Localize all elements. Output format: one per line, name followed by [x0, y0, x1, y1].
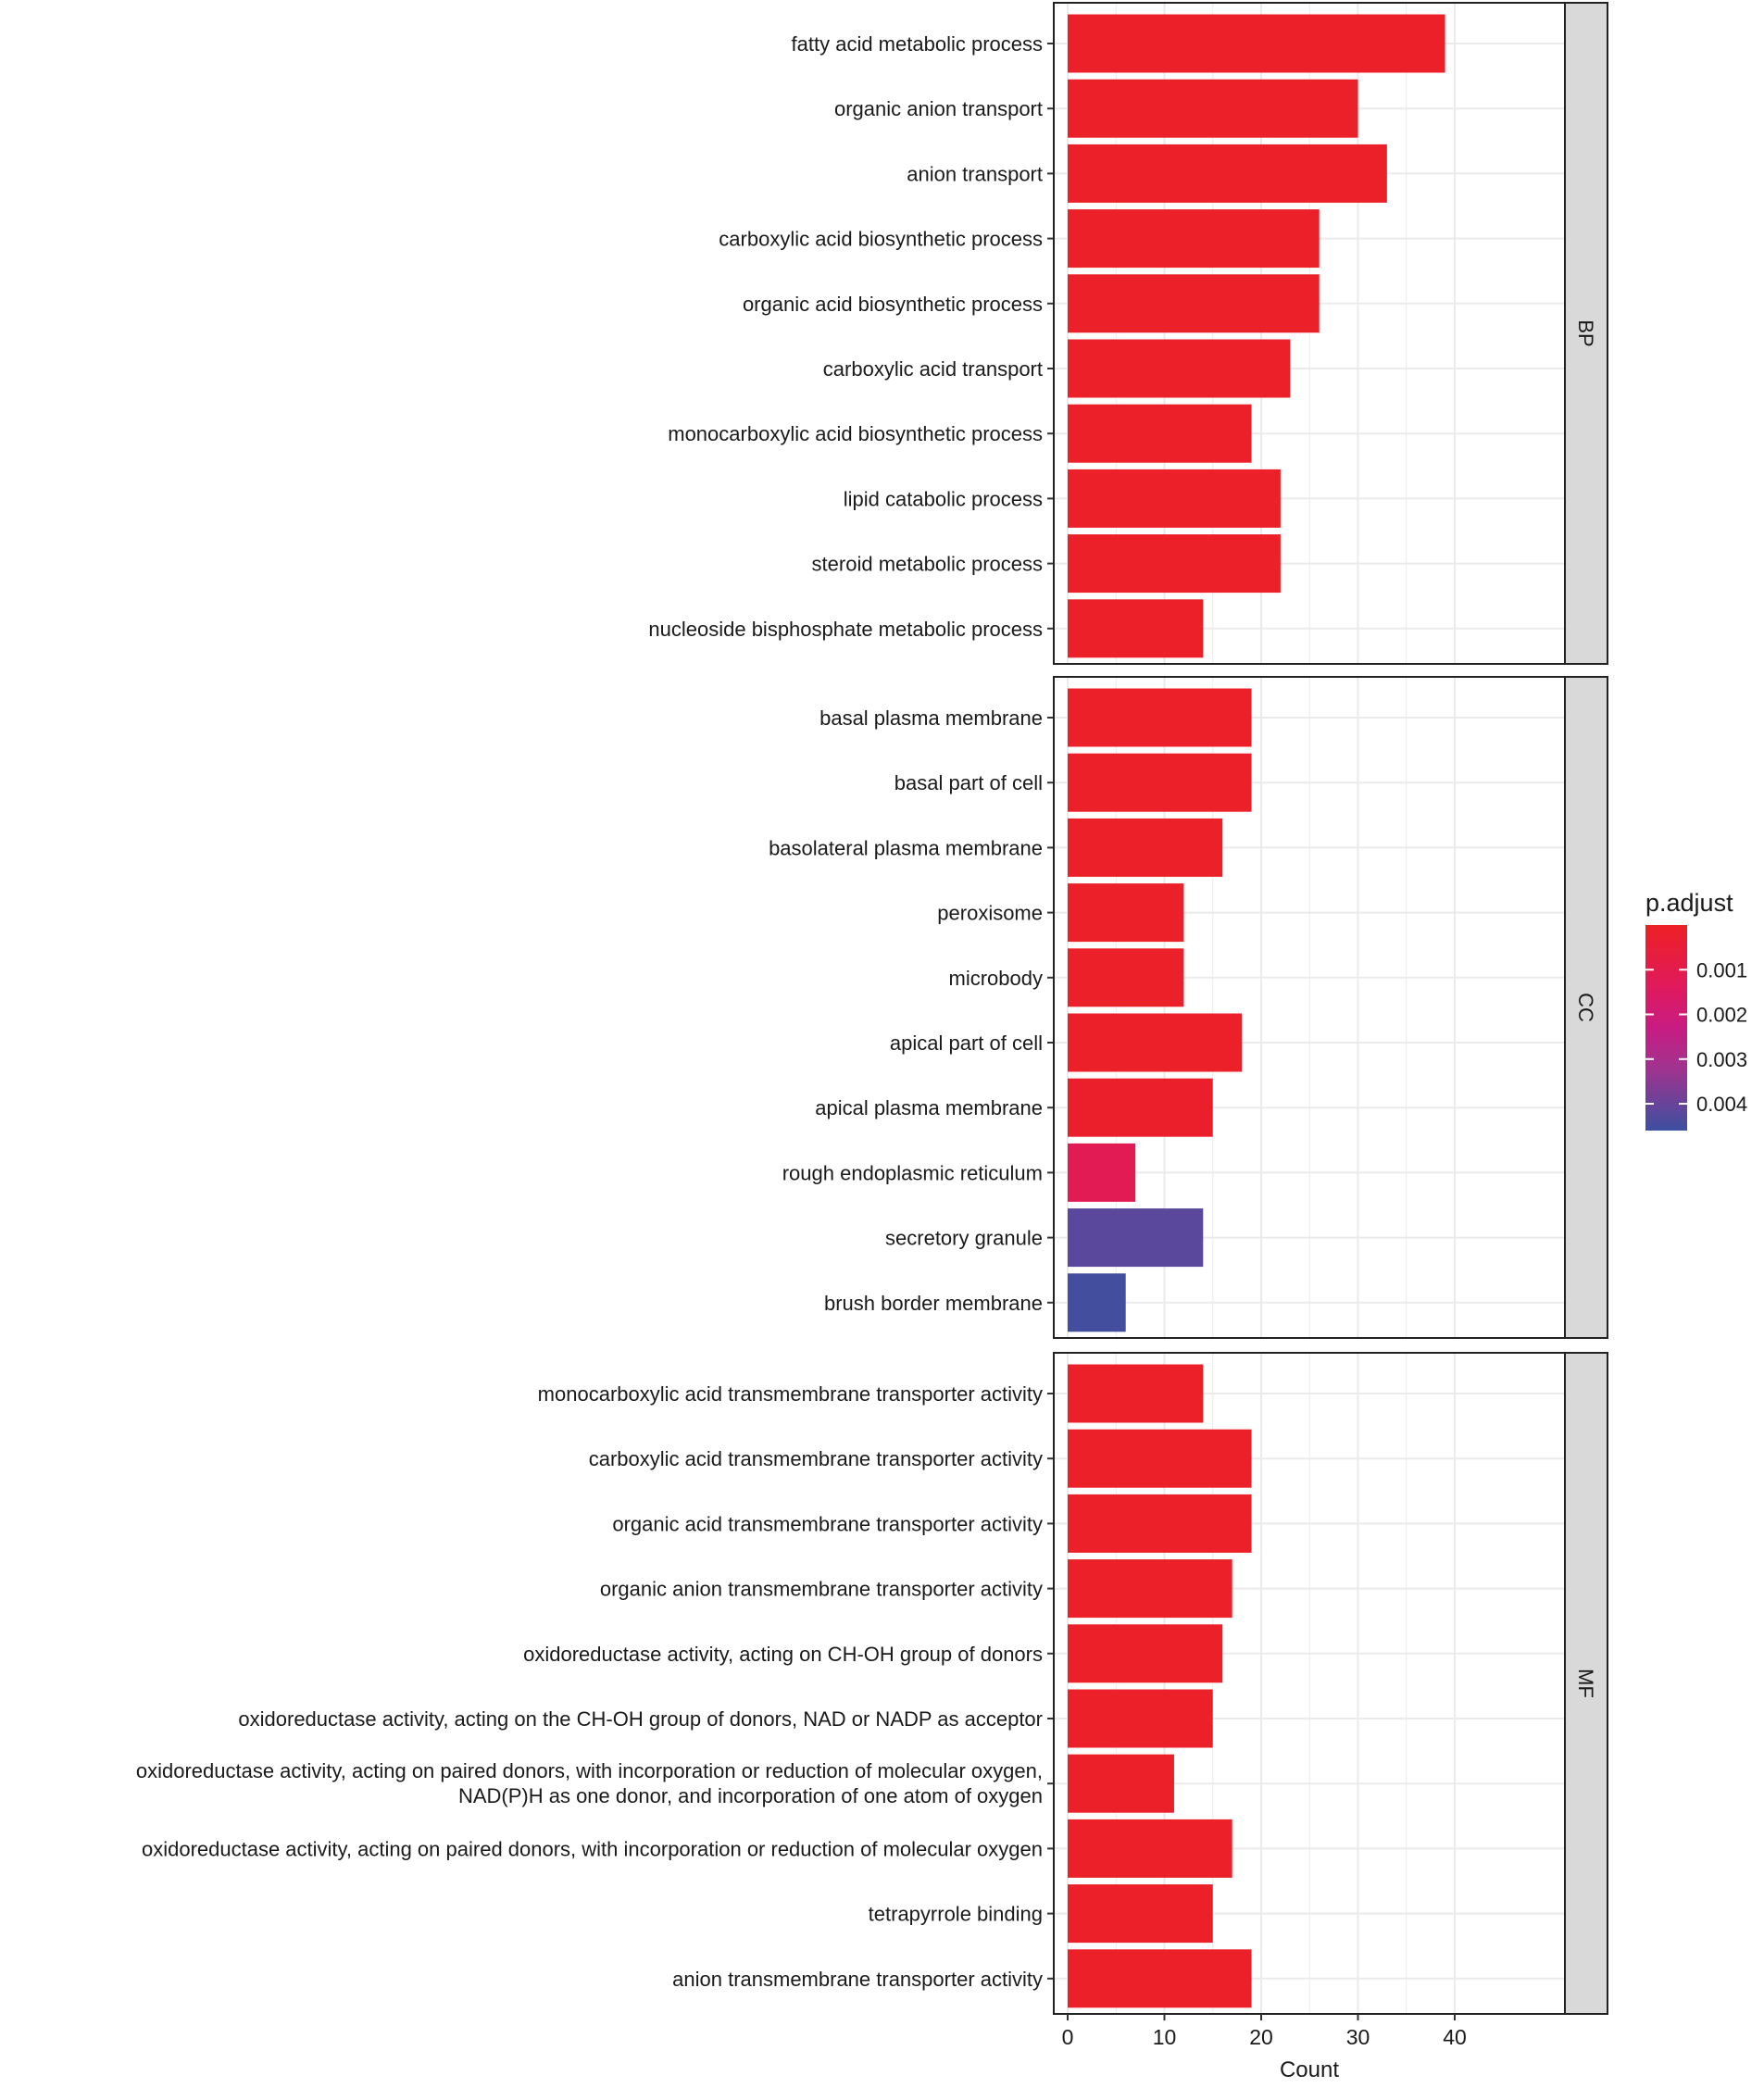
- legend-colorbar: [1645, 925, 1687, 1131]
- y-tick-label: brush border membrane: [824, 1292, 1043, 1315]
- bar: [1068, 599, 1204, 658]
- facet-panel-bp: fatty acid metabolic process organic anio…: [648, 2, 1608, 665]
- y-tick-label: fatty acid metabolic process: [792, 32, 1043, 56]
- legend-tick-label: 0.004: [1696, 1093, 1747, 1116]
- bar: [1068, 1208, 1204, 1268]
- y-tick-label: carboxylic acid transport: [823, 357, 1043, 381]
- y-tick-label-line: NAD(P)H as one donor, and incorporation …: [458, 1784, 1043, 1807]
- bar: [1068, 79, 1358, 138]
- y-tick-label: carboxylic acid transmembrane transporte…: [589, 1447, 1043, 1470]
- bar: [1068, 404, 1252, 463]
- y-tick-label: oxidoreductase activity, acting on paire…: [142, 1837, 1043, 1860]
- bar: [1068, 1689, 1213, 1748]
- facet-strip: [1564, 1352, 1608, 2015]
- bar: [1068, 753, 1252, 812]
- legend-tick-label: 0.002: [1696, 1004, 1747, 1027]
- bar: [1068, 1819, 1232, 1878]
- x-tick-label: 10: [1153, 2025, 1177, 2049]
- y-tick-label: carboxylic acid biosynthetic process: [719, 228, 1043, 251]
- bar: [1068, 1754, 1174, 1813]
- y-tick-label: basal plasma membrane: [819, 706, 1043, 730]
- bar: [1068, 339, 1291, 398]
- x-tick-label: 0: [1062, 2025, 1074, 2049]
- bar: [1068, 1624, 1223, 1683]
- facet-panel-cc: basal plasma membrane basal part of cell b…: [769, 676, 1608, 1339]
- facet-strip: [1564, 2, 1608, 665]
- y-tick-label: organic anion transport: [834, 97, 1043, 120]
- y-tick-label: apical plasma membrane: [815, 1096, 1043, 1119]
- y-tick-label: organic acid transmembrane transporter a…: [612, 1512, 1043, 1535]
- bar: [1068, 818, 1223, 877]
- y-tick-label: organic anion transmembrane transporter …: [600, 1578, 1043, 1601]
- bar: [1068, 1364, 1204, 1423]
- y-tick-label: peroxisome: [937, 902, 1043, 925]
- x-axis-label: Count: [1280, 2057, 1339, 2082]
- bar: [1068, 948, 1184, 1007]
- y-tick-label: lipid catabolic process: [844, 487, 1043, 510]
- y-tick-label: basolateral plasma membrane: [769, 836, 1043, 859]
- bar: [1068, 1143, 1136, 1202]
- facet-strip-label: MF: [1574, 1669, 1597, 1698]
- facet-strip-label: CC: [1574, 993, 1597, 1022]
- bar: [1068, 688, 1252, 747]
- x-tick-label: 40: [1443, 2025, 1467, 2049]
- facet-panel-mf: monocarboxylic acid transmembrane transp…: [136, 1352, 1608, 2015]
- y-tick-label: microbody: [949, 967, 1043, 990]
- y-tick-label: anion transport: [907, 162, 1043, 185]
- x-tick-label: 20: [1249, 2025, 1273, 2049]
- bar: [1068, 1013, 1243, 1072]
- y-tick-label: steroid metabolic process: [812, 553, 1043, 576]
- p-adjust-legend: p.adjust 0.001 0.002 0.003 0.004: [1645, 889, 1747, 1131]
- y-tick-label: oxidoreductase activity, acting on paire…: [136, 1759, 1043, 1807]
- y-tick-label: oxidoreductase activity, acting on CH-OH…: [523, 1643, 1043, 1666]
- y-tick-label: secretory granule: [885, 1227, 1043, 1250]
- y-tick-label: monocarboxylic acid biosynthetic process: [668, 422, 1043, 445]
- y-tick-label: organic acid biosynthetic process: [743, 293, 1043, 316]
- bar: [1068, 534, 1281, 594]
- bar: [1068, 14, 1445, 73]
- legend-title: p.adjust: [1645, 889, 1733, 917]
- y-tick-label: nucleoside bisphosphate metabolic proces…: [648, 618, 1043, 641]
- facet-strip: [1564, 676, 1608, 1339]
- bar: [1068, 1884, 1213, 1944]
- bar: [1068, 1273, 1126, 1332]
- bar: [1068, 1078, 1213, 1137]
- legend-tick-label: 0.003: [1696, 1048, 1747, 1071]
- y-tick-label: anion transmembrane transporter activity: [672, 1968, 1043, 1991]
- bar: [1068, 469, 1281, 528]
- bar: [1068, 1494, 1252, 1553]
- y-tick-label: oxidoreductase activity, acting on the C…: [238, 1707, 1043, 1731]
- bar: [1068, 274, 1320, 333]
- legend-tick-label: 0.001: [1696, 958, 1747, 981]
- bar: [1068, 1559, 1232, 1619]
- x-tick-label: 30: [1346, 2025, 1370, 2049]
- y-tick-label: rough endoplasmic reticulum: [782, 1161, 1043, 1184]
- y-tick-label: tetrapyrrole binding: [869, 1903, 1043, 1926]
- bar: [1068, 883, 1184, 943]
- bar: [1068, 1429, 1252, 1488]
- bar: [1068, 144, 1387, 203]
- facet-strip-label: BP: [1574, 319, 1597, 346]
- y-tick-label: apical part of cell: [890, 1031, 1043, 1055]
- y-tick-label: basal part of cell: [895, 771, 1043, 794]
- bar: [1068, 1949, 1252, 2008]
- y-tick-label-line: oxidoreductase activity, acting on paire…: [136, 1759, 1043, 1782]
- y-tick-label: monocarboxylic acid transmembrane transp…: [538, 1382, 1043, 1406]
- bar: [1068, 209, 1320, 269]
